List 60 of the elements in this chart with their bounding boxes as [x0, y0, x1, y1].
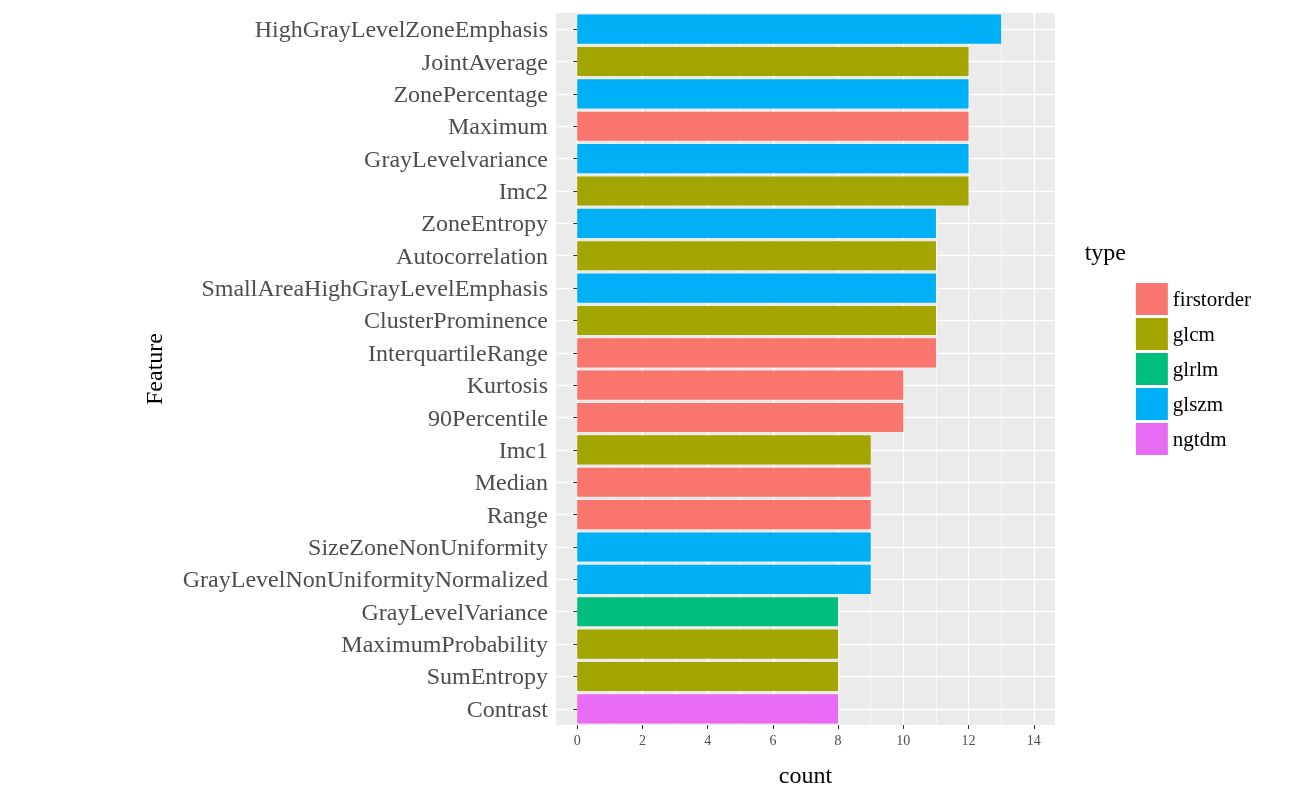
y-tick-label: Range: [486, 501, 548, 528]
legend-title: type: [1084, 239, 1127, 265]
bar: [577, 111, 969, 141]
x-tick-label: 14: [1026, 732, 1041, 748]
legend-label: glrlm: [1172, 357, 1219, 381]
bar: [577, 370, 904, 400]
bar: [577, 435, 871, 465]
y-tick-label: Contrast: [466, 695, 549, 722]
bar: [577, 241, 936, 271]
bar: [577, 564, 871, 594]
bar: [577, 597, 839, 627]
y-tick-label: Imc1: [498, 436, 548, 463]
y-tick-label: GrayLevelVariance: [361, 598, 548, 625]
bar: [577, 661, 839, 692]
bar: [577, 79, 969, 109]
y-tick-label: 90Percentile: [428, 404, 548, 431]
x-tick-label: 2: [638, 732, 646, 748]
y-tick-label: Autocorrelation: [396, 242, 548, 269]
y-axis-title: Feature: [141, 333, 167, 405]
y-tick-label: InterquartileRange: [368, 339, 548, 366]
x-axis-title: count: [778, 762, 833, 788]
bar: [577, 402, 904, 433]
y-tick-label: Maximum: [448, 113, 549, 140]
y-tick-label: JointAverage: [421, 48, 548, 75]
bar: [577, 46, 969, 77]
bar: [577, 500, 871, 530]
legend-label: firstorder: [1172, 287, 1252, 311]
bar: [577, 694, 839, 724]
x-tick-label: 6: [769, 732, 777, 748]
y-tick-label: GrayLevelNonUniformityNormalized: [182, 566, 548, 593]
y-tick-label: GrayLevelvariance: [364, 145, 548, 172]
bar: [577, 14, 1002, 44]
y-tick-label: SmallAreaHighGrayLevelEmphasis: [201, 275, 548, 302]
y-tick-label: Median: [474, 469, 548, 496]
bar: [577, 629, 839, 659]
bar: [577, 273, 936, 303]
x-tick-label: 8: [834, 732, 842, 748]
bar: [577, 176, 969, 206]
y-tick-label: Imc2: [498, 178, 548, 204]
y-tick-label: HighGrayLevelZoneEmphasis: [254, 16, 548, 43]
y-tick-label: ZoneEntropy: [421, 210, 548, 237]
x-tick-label: 4: [704, 732, 712, 748]
y-tick-label: SizeZoneNonUniformity: [308, 534, 548, 560]
legend-label: glszm: [1172, 392, 1224, 416]
legend-label: ngtdm: [1172, 427, 1227, 451]
y-tick-label: ClusterProminence: [364, 307, 548, 334]
bar: [577, 305, 936, 336]
bar: [577, 532, 871, 562]
x-tick-label: 10: [896, 732, 911, 748]
bar: [577, 338, 936, 368]
bar: [577, 208, 936, 238]
bar: [577, 467, 871, 497]
x-tick-label: 12: [961, 732, 976, 748]
y-tick-label: ZonePercentage: [393, 80, 548, 107]
bar: [577, 144, 969, 174]
y-tick-label: Kurtosis: [466, 372, 548, 399]
y-tick-label: SumEntropy: [426, 663, 548, 690]
y-tick-label: MaximumProbability: [341, 631, 548, 658]
legend-label: glcm: [1172, 322, 1215, 346]
x-tick-label: 0: [573, 732, 581, 748]
